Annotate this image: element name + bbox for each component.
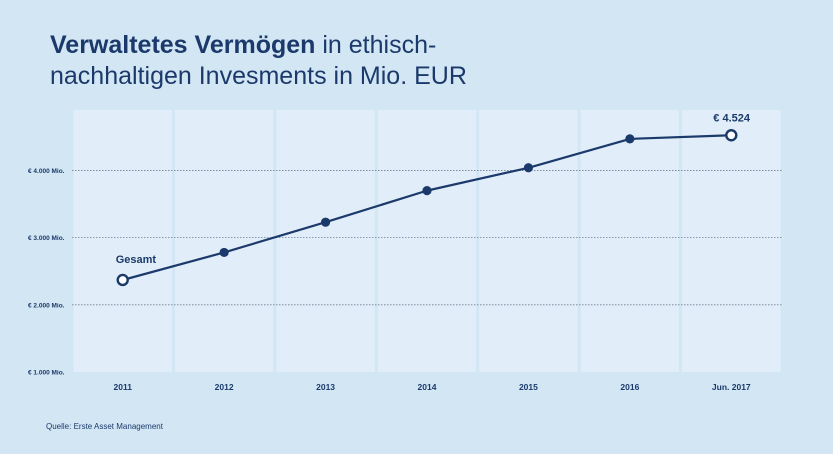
data-point xyxy=(625,134,635,144)
source-note: Quelle: Erste Asset Management xyxy=(46,422,163,431)
data-point xyxy=(320,217,331,227)
y-tick-label: € 3.000 Mio. xyxy=(28,235,65,242)
value-label: € 4.524 xyxy=(713,112,751,124)
plot-column xyxy=(580,110,680,372)
y-tick-label: € 2.000 Mio. xyxy=(28,302,65,309)
plot-column xyxy=(377,110,477,372)
plot-column xyxy=(174,110,274,372)
y-tick-label: € 1.000 Mio. xyxy=(28,370,65,377)
x-tick-label: 2011 xyxy=(113,382,132,392)
annotations: Gesamt € 4.524 xyxy=(116,112,751,266)
plot-column xyxy=(682,110,781,372)
grid-lines xyxy=(72,170,782,306)
plot-column xyxy=(276,110,375,372)
data-point-open xyxy=(725,129,738,142)
series-gesamt xyxy=(116,129,738,287)
y-tick-labels: € 1.000 Mio. € 2.000 Mio. € 3.000 Mio. € 4.… xyxy=(28,168,65,377)
x-tick-labels: 2011 2012 2013 2014 2015 2016 Jun. 2017 xyxy=(113,382,750,392)
data-point xyxy=(422,186,432,196)
data-point xyxy=(523,163,534,173)
x-tick-label: 2012 xyxy=(215,382,234,392)
x-tick-label: 2014 xyxy=(418,382,437,392)
plot-columns xyxy=(73,110,781,372)
data-point xyxy=(219,247,229,258)
chart-title-bold: Verwaltetes Vermögen xyxy=(50,31,316,59)
series-label: Gesamt xyxy=(116,254,157,266)
plot-column xyxy=(479,110,578,372)
chart-title: Verwaltetes Vermögen in ethisch-nachhalt… xyxy=(50,30,570,92)
x-tick-label: 2016 xyxy=(620,382,639,392)
x-tick-label: 2013 xyxy=(316,382,335,392)
x-tick-label: 2015 xyxy=(519,382,538,392)
x-tick-label: Jun. 2017 xyxy=(712,382,751,392)
y-tick-label: € 4.000 Mio. xyxy=(28,168,65,175)
plot-column xyxy=(73,110,172,372)
chart-title-rest: in ethisch-nachhaltigen Invesments in Mi… xyxy=(50,31,467,90)
data-point-open xyxy=(116,273,129,287)
